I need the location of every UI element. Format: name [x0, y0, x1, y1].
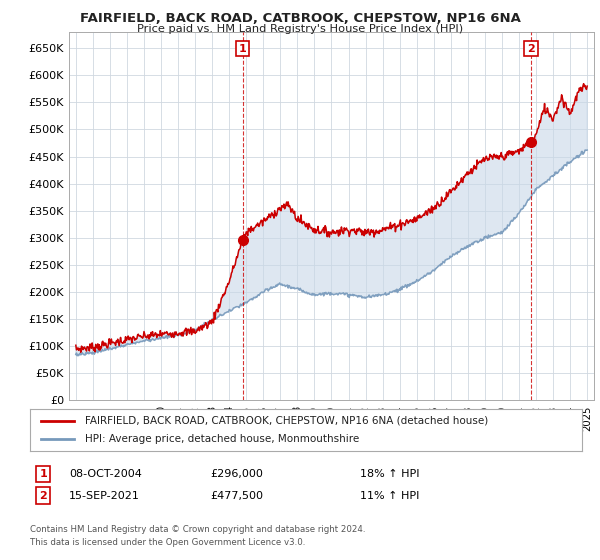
Text: 2: 2 [527, 44, 535, 54]
Text: 08-OCT-2004: 08-OCT-2004 [69, 469, 142, 479]
Text: HPI: Average price, detached house, Monmouthshire: HPI: Average price, detached house, Monm… [85, 434, 359, 444]
Text: Price paid vs. HM Land Registry's House Price Index (HPI): Price paid vs. HM Land Registry's House … [137, 24, 463, 34]
Text: Contains HM Land Registry data © Crown copyright and database right 2024.: Contains HM Land Registry data © Crown c… [30, 525, 365, 534]
Text: This data is licensed under the Open Government Licence v3.0.: This data is licensed under the Open Gov… [30, 538, 305, 547]
Text: 11% ↑ HPI: 11% ↑ HPI [360, 491, 419, 501]
Text: 15-SEP-2021: 15-SEP-2021 [69, 491, 140, 501]
Text: 1: 1 [239, 44, 247, 54]
Text: 2: 2 [40, 491, 47, 501]
Text: 18% ↑ HPI: 18% ↑ HPI [360, 469, 419, 479]
Text: FAIRFIELD, BACK ROAD, CATBROOK, CHEPSTOW, NP16 6NA: FAIRFIELD, BACK ROAD, CATBROOK, CHEPSTOW… [80, 12, 520, 25]
Text: FAIRFIELD, BACK ROAD, CATBROOK, CHEPSTOW, NP16 6NA (detached house): FAIRFIELD, BACK ROAD, CATBROOK, CHEPSTOW… [85, 416, 488, 426]
Text: 1: 1 [40, 469, 47, 479]
Text: £296,000: £296,000 [210, 469, 263, 479]
Text: £477,500: £477,500 [210, 491, 263, 501]
